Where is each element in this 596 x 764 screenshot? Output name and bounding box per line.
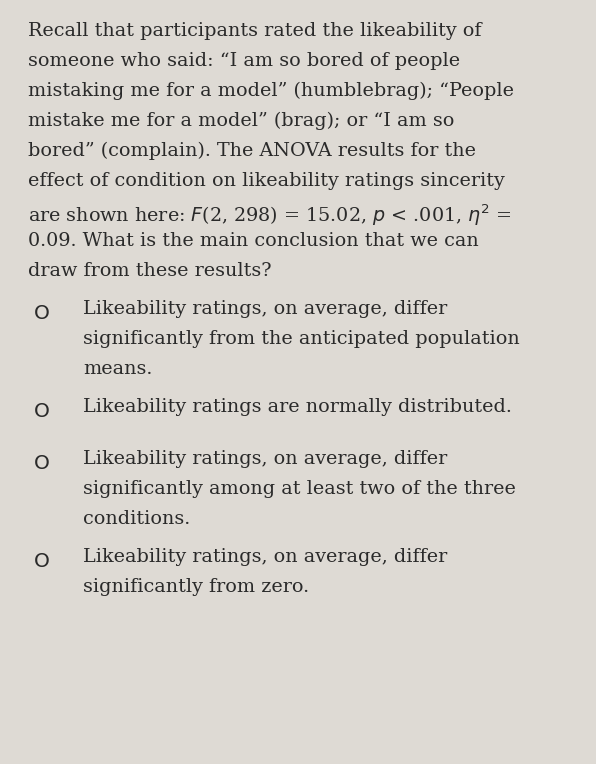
Text: are shown here: $F$(2, 298) = 15.02, $p$ < .001, $\eta^2$ =: are shown here: $F$(2, 298) = 15.02, $p$…	[28, 202, 512, 228]
Text: O: O	[34, 454, 50, 473]
Text: significantly from the anticipated population: significantly from the anticipated popul…	[83, 330, 520, 348]
Text: O: O	[34, 304, 50, 323]
Text: conditions.: conditions.	[83, 510, 190, 528]
Text: mistaking me for a model” (humblebrag); “People: mistaking me for a model” (humblebrag); …	[28, 82, 514, 100]
Text: draw from these results?: draw from these results?	[28, 262, 272, 280]
Text: Likeability ratings, on average, differ: Likeability ratings, on average, differ	[83, 548, 447, 566]
Text: mistake me for a model” (brag); or “I am so: mistake me for a model” (brag); or “I am…	[28, 112, 454, 130]
Text: O: O	[34, 402, 50, 421]
Text: bored” (complain). The ANOVA results for the: bored” (complain). The ANOVA results for…	[28, 142, 476, 160]
Text: someone who said: “I am so bored of people: someone who said: “I am so bored of peop…	[28, 52, 460, 70]
Text: 0.09. What is the main conclusion that we can: 0.09. What is the main conclusion that w…	[28, 232, 479, 250]
Text: means.: means.	[83, 360, 153, 378]
Text: Recall that participants rated the likeability of: Recall that participants rated the likea…	[28, 22, 482, 40]
Text: significantly from zero.: significantly from zero.	[83, 578, 309, 596]
Text: Likeability ratings, on average, differ: Likeability ratings, on average, differ	[83, 450, 447, 468]
Text: Likeability ratings, on average, differ: Likeability ratings, on average, differ	[83, 300, 447, 318]
Text: significantly among at least two of the three: significantly among at least two of the …	[83, 480, 516, 498]
Text: O: O	[34, 552, 50, 571]
Text: effect of condition on likeability ratings sincerity: effect of condition on likeability ratin…	[28, 172, 505, 190]
Text: Likeability ratings are normally distributed.: Likeability ratings are normally distrib…	[83, 398, 512, 416]
